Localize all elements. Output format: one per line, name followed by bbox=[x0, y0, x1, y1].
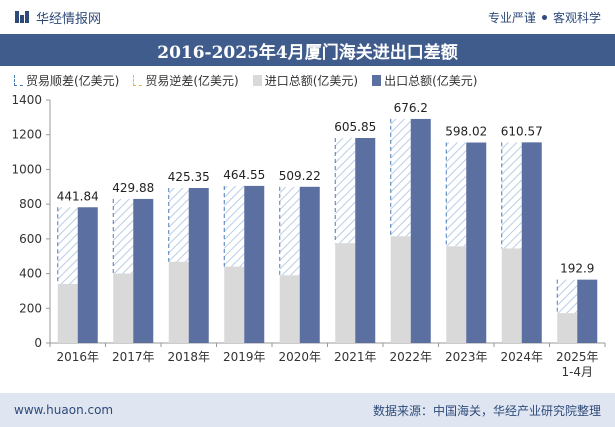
import-bar bbox=[224, 266, 245, 343]
y-tick-label: 200 bbox=[19, 301, 42, 315]
chart-plot: 0 200 400 600 800 1000 1200 1400 441.84 2016年 429.… bbox=[11, 93, 606, 379]
surplus-bar bbox=[57, 207, 78, 284]
import-bar bbox=[335, 243, 356, 343]
x-tick-label: 2019年 bbox=[223, 350, 266, 364]
chart-title: 2016-2025年4月厦门海关进出口差额 bbox=[157, 42, 458, 63]
surplus-bar bbox=[501, 142, 522, 249]
legend-swatch-surplus bbox=[14, 75, 23, 86]
x-tick-label: 2022年 bbox=[389, 350, 432, 364]
top-bar: 华经情报网 专业严谨 客观科学 bbox=[0, 0, 615, 34]
import-bar bbox=[279, 275, 300, 343]
surplus-bar bbox=[390, 118, 411, 237]
legend-item-import: 进口总额(亿美元) bbox=[252, 72, 359, 89]
legend-item-export: 出口总额(亿美元) bbox=[372, 72, 478, 89]
surplus-data-label: 425.35 bbox=[168, 170, 210, 184]
surplus-bar bbox=[557, 279, 578, 314]
y-tick-label: 800 bbox=[19, 197, 42, 211]
slogan-text-b: 客观科学 bbox=[552, 10, 601, 25]
legend-item-surplus: 贸易顺差(亿美元) bbox=[14, 72, 119, 89]
surplus-bar bbox=[279, 186, 300, 276]
footer-source: 数据来源：中国海关，华经产业研究院整理 bbox=[372, 403, 601, 418]
surplus-bar bbox=[113, 198, 134, 274]
legend-label-surplus: 贸易顺差(亿美元) bbox=[26, 74, 120, 88]
surplus-data-label: 429.88 bbox=[112, 181, 154, 195]
import-bar bbox=[501, 248, 522, 343]
x-tick-label: 2023年 bbox=[445, 350, 488, 364]
x-tick-label: 2024年 bbox=[500, 350, 543, 364]
surplus-data-label: 441.84 bbox=[57, 189, 99, 203]
footer-bar: www.huaon.com 数据来源：中国海关，华经产业研究院整理 bbox=[0, 393, 615, 427]
legend-swatch-deficit bbox=[133, 75, 143, 86]
legend-swatch-export bbox=[372, 75, 382, 86]
brand-name: 华经情报网 bbox=[36, 11, 102, 27]
export-bar bbox=[244, 185, 265, 343]
surplus-bar bbox=[446, 142, 467, 247]
y-tick-label: 1400 bbox=[11, 93, 42, 107]
import-bar bbox=[168, 261, 189, 343]
y-tick-label: 0 bbox=[34, 336, 42, 350]
legend-label-import: 进口总额(亿美元) bbox=[264, 74, 359, 88]
x-tick-label: 2025年 bbox=[556, 350, 599, 364]
y-tick-label: 600 bbox=[19, 232, 42, 246]
export-bar bbox=[521, 142, 542, 343]
footer-website: www.huaon.com bbox=[14, 403, 114, 417]
x-tick-label: 2021年 bbox=[334, 350, 377, 364]
x-tick-label: 2018年 bbox=[167, 350, 210, 364]
surplus-data-label: 605.85 bbox=[334, 120, 376, 134]
legend-label-deficit: 贸易逆差(亿美元) bbox=[145, 74, 239, 88]
surplus-bar bbox=[335, 138, 356, 244]
x-tick-label: 2016年 bbox=[56, 350, 99, 364]
import-bar bbox=[113, 273, 134, 343]
export-bar bbox=[410, 118, 431, 343]
y-tick-label: 1200 bbox=[11, 128, 42, 142]
title-bar: 2016-2025年4月厦门海关进出口差额 bbox=[0, 34, 615, 66]
export-bar bbox=[355, 138, 376, 343]
y-tick-label: 400 bbox=[19, 267, 42, 281]
slogan-separator-dot bbox=[541, 14, 547, 20]
huajing-logo-icon bbox=[15, 11, 29, 23]
x-tick-label: 2020年 bbox=[278, 350, 321, 364]
legend-item-deficit: 贸易逆差(亿美元) bbox=[133, 72, 239, 89]
brand: 华经情报网 bbox=[14, 8, 101, 27]
surplus-data-label: 464.55 bbox=[223, 168, 265, 182]
export-bar bbox=[299, 186, 320, 343]
surplus-data-label: 598.02 bbox=[445, 125, 487, 139]
import-bar bbox=[557, 313, 578, 343]
legend-label-export: 出口总额(亿美元) bbox=[384, 74, 478, 88]
export-bar bbox=[188, 188, 209, 343]
legend-swatch-import bbox=[252, 75, 262, 86]
x-tick-label: 1-4月 bbox=[561, 365, 593, 379]
export-bar bbox=[133, 198, 154, 343]
surplus-data-label: 509.22 bbox=[279, 169, 321, 183]
export-bar bbox=[77, 207, 98, 343]
surplus-data-label: 192.9 bbox=[560, 262, 594, 276]
surplus-data-label: 610.57 bbox=[501, 124, 543, 138]
slogan-text-a: 专业严谨 bbox=[487, 10, 536, 25]
import-bar bbox=[57, 283, 78, 343]
chart-legend: 贸易顺差(亿美元) 贸易逆差(亿美元) 进口总额(亿美元) 出口总额(亿美元) bbox=[14, 72, 604, 89]
export-bar bbox=[466, 142, 487, 343]
export-bar bbox=[577, 279, 598, 343]
import-bar bbox=[390, 236, 411, 343]
y-tick-label: 1000 bbox=[11, 162, 42, 176]
import-bar bbox=[446, 246, 467, 343]
surplus-bar bbox=[168, 187, 189, 262]
x-tick-label: 2017年 bbox=[112, 350, 155, 364]
slogan: 专业严谨 客观科学 bbox=[488, 9, 601, 26]
surplus-bar bbox=[224, 185, 245, 267]
surplus-data-label: 676.2 bbox=[394, 101, 428, 115]
